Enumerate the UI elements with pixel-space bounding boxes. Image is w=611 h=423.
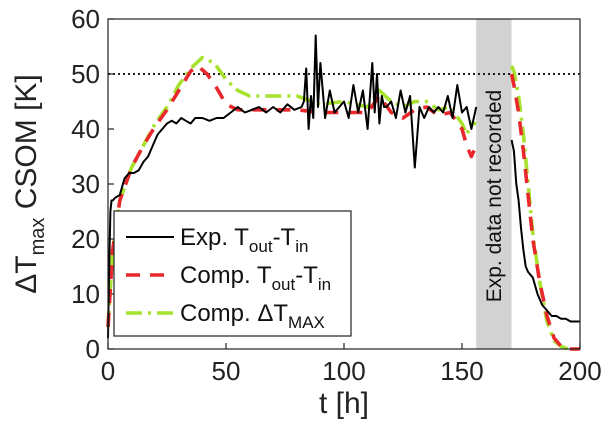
y-axis-label-tail: CSOM [K]	[10, 74, 43, 217]
x-tick-label: 50	[212, 356, 241, 386]
legend-entry-1-legend_main: Comp. T	[180, 262, 272, 289]
no-data-region-label: Exp. data not recorded	[483, 90, 506, 302]
y-axis-label-main: ΔT	[10, 255, 43, 293]
legend-entry-0-legend_mid: -T	[273, 224, 296, 251]
legend-entry-0-legend_sub1: out	[249, 237, 273, 256]
legend-entry-0-legend_main: Exp. T	[180, 224, 249, 251]
y-axis-label: ΔTmax CSOM [K]	[10, 74, 49, 294]
y-tick-label: 0	[86, 334, 100, 364]
legend-entry-1: Comp. Tout-Tin	[180, 262, 331, 294]
legend-entry-0: Exp. Tout-Tin	[180, 224, 308, 256]
series-line-2-seg-1	[509, 65, 580, 351]
y-tick-label: 10	[71, 279, 100, 309]
series-layer	[106, 34, 580, 351]
legend-entry-2-legend_sub1: MAX	[288, 313, 325, 332]
series-line-1-seg-1	[509, 73, 580, 351]
y-tick-label: 60	[71, 4, 100, 34]
y-axis-label-sub: max	[27, 218, 49, 256]
series-line-0-seg-1	[510, 139, 580, 323]
legend-entry-1-legend_sub2: in	[318, 275, 331, 294]
x-axis-ticks: 0 50 100 150 200	[101, 343, 602, 386]
legend-entry-1-legend_sub1: out	[272, 275, 296, 294]
legend-entry-1-legend_mid: -T	[295, 262, 318, 289]
x-tick-label: 200	[558, 356, 601, 386]
y-tick-label: 20	[71, 224, 100, 254]
y-tick-label: 50	[71, 59, 100, 89]
y-tick-label: 30	[71, 169, 100, 199]
legend-entry-2: Comp. ΔTMAX	[180, 300, 325, 332]
x-axis-label: t [h]	[319, 387, 369, 420]
legend-entry-2-legend_main: Comp. ΔT	[180, 300, 288, 327]
x-tick-label: 100	[322, 356, 365, 386]
plot-frame	[107, 18, 581, 350]
series-line-0-seg-0	[107, 34, 478, 339]
y-tick-label: 40	[71, 114, 100, 144]
legend-entry-0-legend_sub2: in	[295, 237, 308, 256]
x-tick-label: 150	[440, 356, 483, 386]
x-tick-label: 0	[101, 356, 115, 386]
